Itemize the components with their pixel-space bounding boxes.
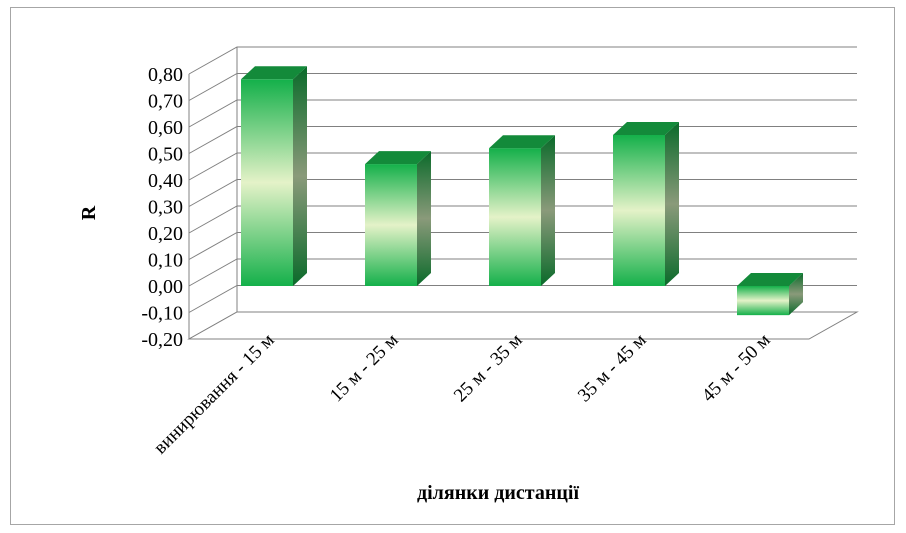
x-axis-ticks: винирювання - 15 м 15 м - 25 м 25 м - 35 м… xyxy=(150,330,775,459)
y-tick-label: 0,30 xyxy=(148,197,183,219)
x-axis-title: ділянки дистанції xyxy=(417,482,579,504)
gridlines xyxy=(188,46,857,340)
bar-side xyxy=(541,135,555,286)
x-tick-label: 15 м - 25 м xyxy=(326,330,403,407)
bar xyxy=(737,273,803,316)
bar-top xyxy=(489,135,555,149)
y-tick-label: 0,50 xyxy=(148,144,183,166)
y-tick-label: 0,60 xyxy=(148,117,183,139)
bar xyxy=(365,151,431,286)
x-tick-label: 25 м - 35 м xyxy=(450,330,527,407)
bar xyxy=(241,66,307,286)
bar-top xyxy=(737,273,803,286)
bar xyxy=(489,135,555,286)
y-tick-label: 0,70 xyxy=(148,91,183,113)
bar-front xyxy=(737,286,789,316)
y-tick-label: -0,20 xyxy=(141,329,183,351)
y-tick-label: 0,80 xyxy=(148,64,183,86)
bar-front xyxy=(489,148,541,286)
bar-front xyxy=(365,164,417,286)
bar-side xyxy=(293,66,307,286)
bar-side xyxy=(417,151,431,286)
chart-frame: -0,20 -0,10 0,00 0,10 0,20 0,30 0,40 0,50 0,60 0,… xyxy=(10,7,895,525)
floor xyxy=(187,311,859,340)
bar-top xyxy=(613,121,679,135)
y-tick-label: 0,40 xyxy=(148,170,183,192)
bar-chart: -0,20 -0,10 0,00 0,10 0,20 0,30 0,40 0,50 0,60 0,… xyxy=(78,46,859,504)
y-tick-label: 0,10 xyxy=(148,250,183,272)
y-axis-ticks: -0,20 -0,10 0,00 0,10 0,20 0,30 0,40 0,50 0,60 0,… xyxy=(141,64,183,351)
y-tick-label: 0,00 xyxy=(148,276,183,298)
y-tick-label: -0,10 xyxy=(141,303,183,325)
bar xyxy=(613,121,679,286)
y-tick-label: 0,20 xyxy=(148,223,183,245)
y-axis-title: R xyxy=(78,205,100,220)
bar-top xyxy=(241,66,307,80)
bar-front xyxy=(613,134,665,286)
bars xyxy=(241,66,803,316)
x-tick-label: 35 м - 45 м xyxy=(574,330,651,407)
x-tick-label: 45 м - 50 м xyxy=(698,330,775,407)
bar-side xyxy=(789,273,803,316)
chart-floor xyxy=(187,311,859,340)
bar-side xyxy=(665,121,679,286)
bar-top xyxy=(365,151,431,165)
bar-front xyxy=(241,79,293,286)
